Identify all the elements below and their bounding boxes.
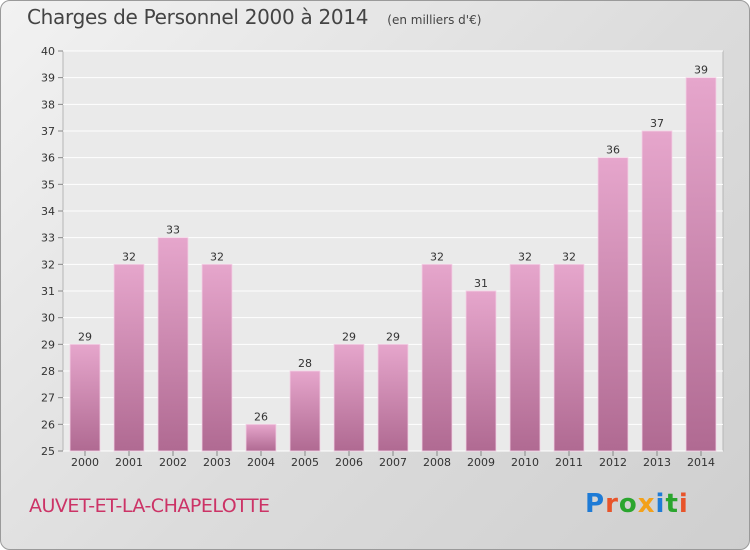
data-label: 32 — [430, 250, 444, 263]
proxiti-logo: Proxiti — [585, 489, 689, 519]
data-labels: 29 32 33 32 26 28 29 29 32 31 32 32 36 37 39 — [78, 64, 708, 424]
x-tick-label: 2014 — [687, 456, 715, 469]
logo-letter: r — [605, 489, 619, 519]
data-label: 32 — [210, 250, 224, 263]
x-tick-label: 2002 — [159, 456, 187, 469]
data-label: 37 — [650, 117, 664, 130]
bar-2003 — [201, 263, 233, 452]
logo-letter: x — [637, 489, 656, 519]
y-axis-ticks: 25 26 27 28 29 30 31 32 33 34 35 36 37 38 39 40 — [41, 45, 63, 458]
bar-2002 — [157, 237, 189, 452]
data-label: 39 — [694, 64, 708, 77]
y-tick-label: 29 — [41, 338, 55, 351]
bar-2014 — [685, 77, 717, 452]
bars — [69, 77, 717, 452]
bar-2004 — [245, 423, 277, 452]
data-label: 33 — [166, 224, 180, 237]
bar-2009 — [465, 290, 497, 452]
y-tick-label: 25 — [41, 445, 55, 458]
x-tick-label: 2003 — [203, 456, 231, 469]
data-label: 29 — [78, 330, 92, 343]
x-tick-label: 2006 — [335, 456, 363, 469]
data-label: 29 — [386, 330, 400, 343]
y-tick-label: 31 — [41, 285, 55, 298]
chart-subtitle: (en milliers d'€) — [387, 13, 482, 27]
data-label: 32 — [562, 250, 576, 263]
y-tick-label: 34 — [41, 205, 55, 218]
y-tick-label: 40 — [41, 45, 55, 58]
logo-letter: i — [678, 489, 689, 519]
bar-2007 — [377, 343, 409, 452]
y-tick-label: 28 — [41, 365, 55, 378]
bar-2000 — [69, 343, 101, 452]
y-tick-label: 35 — [41, 178, 55, 191]
logo-letter: t — [665, 489, 679, 519]
y-tick-label: 38 — [41, 98, 55, 111]
y-tick-label: 33 — [41, 232, 55, 245]
data-label: 32 — [518, 250, 532, 263]
x-tick-label: 2009 — [467, 456, 495, 469]
x-tick-label: 2010 — [511, 456, 539, 469]
x-tick-label: 2004 — [247, 456, 275, 469]
data-label: 31 — [474, 277, 488, 290]
x-tick-label: 2013 — [643, 456, 671, 469]
y-tick-label: 26 — [41, 418, 55, 431]
bar-2012 — [597, 157, 629, 452]
y-tick-label: 27 — [41, 392, 55, 405]
data-label: 36 — [606, 144, 620, 157]
bar-2006 — [333, 343, 365, 452]
logo-letter: P — [585, 489, 606, 519]
y-tick-label: 32 — [41, 258, 55, 271]
bar-2008 — [421, 263, 453, 452]
bar-2001 — [113, 263, 145, 452]
y-tick-label: 30 — [41, 312, 55, 325]
commune-name: AUVET-ET-LA-CHAPELOTTE — [29, 495, 270, 517]
logo-letter: i — [655, 489, 666, 519]
data-label: 28 — [298, 357, 312, 370]
x-tick-label: 2007 — [379, 456, 407, 469]
y-tick-label: 39 — [41, 72, 55, 85]
x-tick-label: 2012 — [599, 456, 627, 469]
title-row: Charges de Personnel 2000 à 2014 (en mil… — [27, 5, 481, 29]
data-label: 26 — [254, 410, 268, 423]
y-tick-label: 37 — [41, 125, 55, 138]
x-tick-label: 2008 — [423, 456, 451, 469]
bar-2011 — [553, 263, 585, 452]
data-label: 29 — [342, 330, 356, 343]
logo-letter: o — [618, 489, 638, 519]
bar-2005 — [289, 370, 321, 452]
x-tick-label: 2001 — [115, 456, 143, 469]
x-tick-label: 2005 — [291, 456, 319, 469]
x-axis-ticks: 2000 2001 2002 2003 2004 2005 2006 2007 2008 2009… — [71, 451, 715, 469]
chart-title: Charges de Personnel 2000 à 2014 — [27, 5, 369, 29]
bar-2010 — [509, 263, 541, 452]
x-tick-label: 2000 — [71, 456, 99, 469]
bar-2013 — [641, 130, 673, 452]
data-label: 32 — [122, 250, 136, 263]
x-tick-label: 2011 — [555, 456, 583, 469]
y-tick-label: 36 — [41, 152, 55, 165]
